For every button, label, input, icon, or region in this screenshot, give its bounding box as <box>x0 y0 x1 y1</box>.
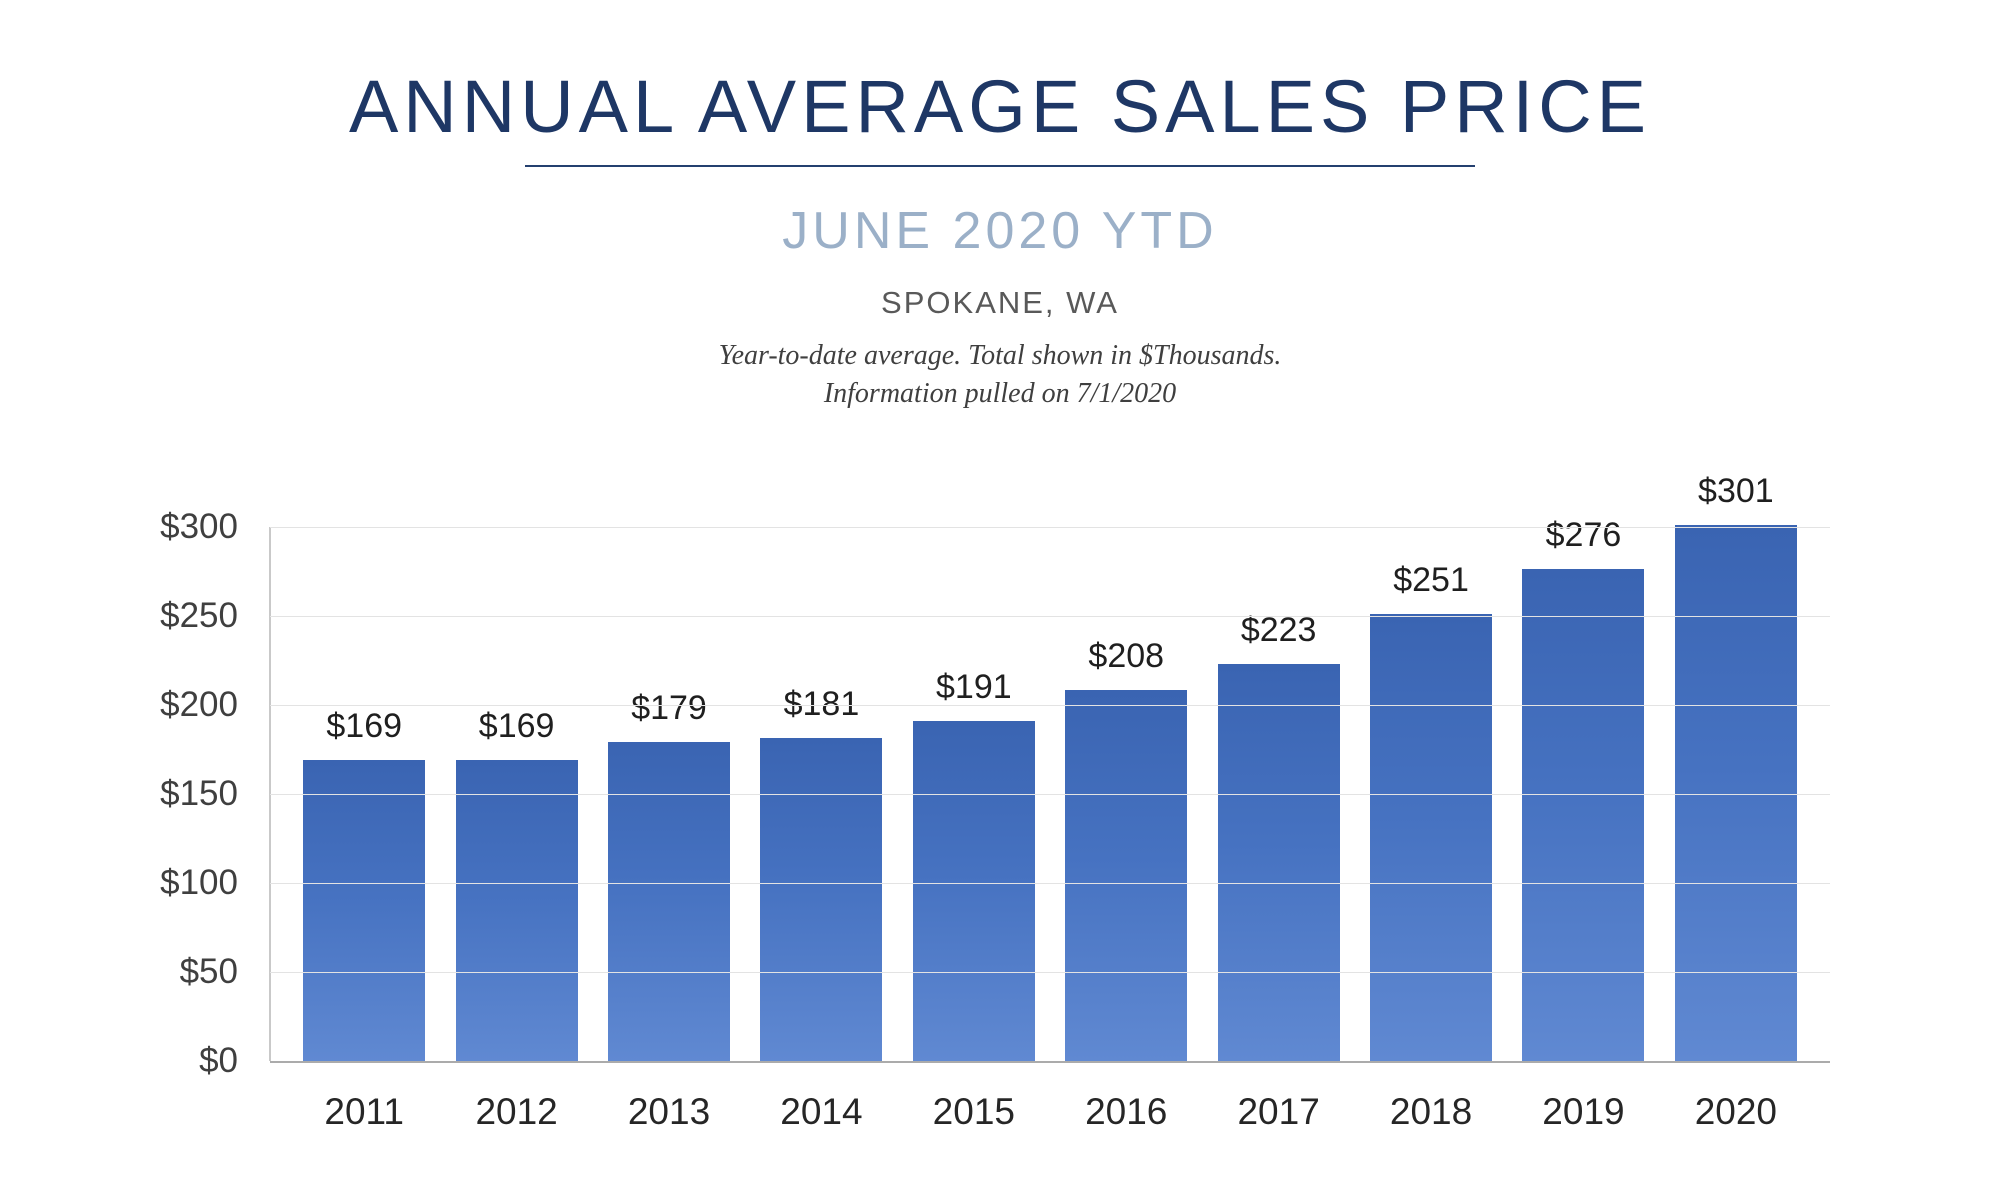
y-tick-label: $200 <box>160 684 238 724</box>
gridline <box>270 793 1830 795</box>
y-tick-label: $0 <box>199 1040 238 1080</box>
x-axis-labels: 2011 2012 2013 2014 2015 2016 2017 2018 2019 2020 <box>270 1091 1830 1133</box>
x-axis-line <box>270 1060 1830 1063</box>
value-label: $276 <box>1545 516 1622 555</box>
gridline <box>270 615 1830 617</box>
gridline <box>270 882 1830 884</box>
footnote: Year-to-date average. Total shown in $Th… <box>0 337 2000 413</box>
x-tick-label: 2014 <box>780 1090 863 1132</box>
bar-slot: $251 <box>1355 527 1507 1061</box>
value-label: $251 <box>1393 560 1469 599</box>
gridline <box>270 971 1830 973</box>
bar-slot: $301 <box>1660 472 1812 1061</box>
y-tick-label: $50 <box>179 951 238 991</box>
x-tick-label: 2012 <box>475 1090 558 1132</box>
value-label: $223 <box>1240 610 1317 649</box>
x-tick-label: 2016 <box>1085 1090 1168 1132</box>
footnote-line-2: Information pulled on 7/1/2020 <box>823 377 1177 409</box>
bar-2017 <box>1217 663 1340 1061</box>
x-tick-label: 2019 <box>1542 1090 1625 1132</box>
x-tick-label: 2011 <box>324 1090 404 1132</box>
plot-area: $169 $169 $179 $181 $191 $208 $223 $251 $276 $301 <box>269 472 1830 1063</box>
bar-2014 <box>760 738 883 1061</box>
bar-slot: $208 <box>1050 527 1202 1061</box>
gridline <box>270 526 1830 528</box>
bar-slot: $223 <box>1202 527 1354 1061</box>
bar-slot: $181 <box>745 527 897 1061</box>
bar-2013 <box>608 741 731 1061</box>
y-tick-label: $100 <box>160 862 238 902</box>
bar-2016 <box>1065 690 1188 1061</box>
bar-2012 <box>455 759 578 1061</box>
bar-2020 <box>1674 524 1797 1061</box>
location-label: SPOKANE, WA <box>881 285 1119 320</box>
value-label: $191 <box>936 667 1012 706</box>
value-label: $181 <box>783 685 860 724</box>
y-tick-label: $300 <box>160 506 238 546</box>
bar-slot: $191 <box>898 527 1050 1061</box>
y-tick-label: $250 <box>160 595 238 635</box>
bar-slot: $276 <box>1507 516 1659 1061</box>
gridline <box>270 704 1830 706</box>
bar-2019 <box>1522 569 1645 1061</box>
x-tick-label: 2020 <box>1694 1090 1778 1132</box>
x-tick-label: 2013 <box>627 1090 711 1132</box>
bar-chart: $169 $169 $179 $181 $191 $208 $223 $251 $276 $301… <box>0 472 2000 1177</box>
value-label: $208 <box>1088 637 1165 676</box>
x-tick-label: 2017 <box>1237 1090 1320 1132</box>
value-label: $169 <box>326 706 403 745</box>
subtitle: JUNE 2020 YTD <box>782 202 1218 260</box>
bar-slot: $169 <box>440 527 592 1061</box>
bar-2011 <box>303 759 426 1061</box>
x-tick-label: 2015 <box>932 1090 1015 1132</box>
footnote-line-1: Year-to-date average. Total shown in $Th… <box>718 340 1282 371</box>
x-tick-label: 2018 <box>1389 1090 1473 1132</box>
chart-header: ANNUAL AVERAGE SALES PRICE JUNE 2020 YTD… <box>0 0 2000 413</box>
value-label: $179 <box>631 688 707 727</box>
bar-slot: $179 <box>593 527 745 1061</box>
value-label: $169 <box>478 706 555 745</box>
page-title: ANNUAL AVERAGE SALES PRICE <box>348 65 1652 148</box>
value-label: $301 <box>1698 471 1774 510</box>
bar-2018 <box>1370 613 1493 1061</box>
y-tick-label: $150 <box>160 773 238 813</box>
bars-container: $169 $169 $179 $181 $191 $208 $223 $251 $276 $301 <box>270 472 1830 1061</box>
title-underline <box>525 165 1475 167</box>
bar-2015 <box>912 720 1035 1061</box>
bar-slot: $169 <box>288 527 440 1061</box>
